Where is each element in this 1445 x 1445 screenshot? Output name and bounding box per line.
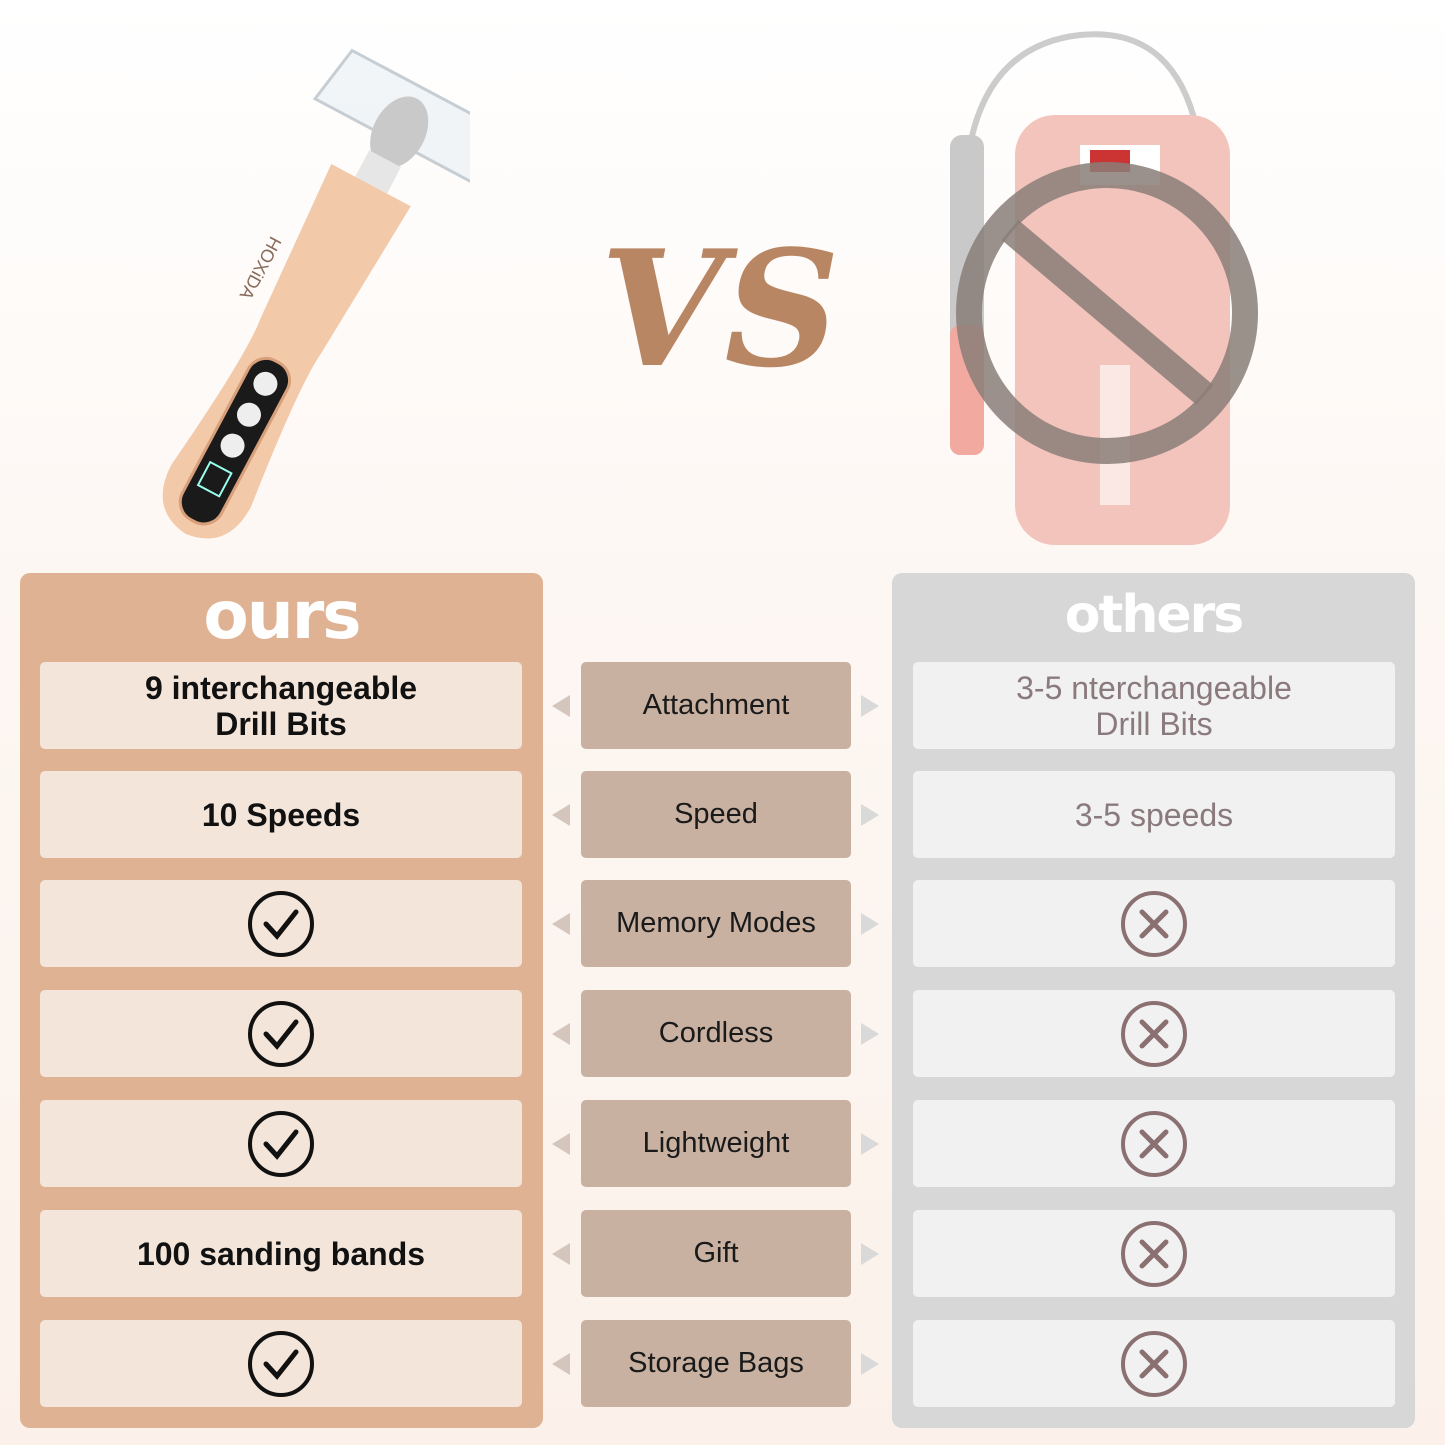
check-circle-icon (246, 889, 316, 959)
feature-label: Speed (581, 771, 851, 858)
arrow-left-icon (552, 1243, 570, 1265)
arrow-right-icon (861, 1023, 879, 1045)
others-cell (913, 990, 1395, 1077)
others-cell (913, 1100, 1395, 1187)
arrow-left-icon (552, 804, 570, 826)
feature-label: Lightweight (581, 1100, 851, 1187)
arrow-left-icon (552, 1133, 570, 1155)
prohibited-icon (956, 162, 1258, 464)
ours-title: ours (203, 577, 361, 654)
vs-label: VS (600, 215, 840, 403)
ours-cell (40, 1100, 522, 1187)
arrow-right-icon (861, 1243, 879, 1265)
others-cell (913, 880, 1395, 967)
ours-cell (40, 880, 522, 967)
ours-cell: 9 interchangeable Drill Bits (40, 662, 522, 749)
others-cell (913, 1320, 1395, 1407)
ours-cell (40, 990, 522, 1077)
others-cell: 3-5 nterchangeable Drill Bits (913, 662, 1395, 749)
others-cell: 3-5 speeds (913, 771, 1395, 858)
feature-label: Storage Bags (581, 1320, 851, 1407)
ours-cell: 10 Speeds (40, 771, 522, 858)
check-circle-icon (246, 1109, 316, 1179)
check-circle-icon (246, 1329, 316, 1399)
x-circle-icon (1119, 1219, 1189, 1289)
feature-label: Memory Modes (581, 880, 851, 967)
arrow-right-icon (861, 804, 879, 826)
ours-text: Drill Bits (215, 705, 347, 742)
x-circle-icon (1119, 1329, 1189, 1399)
ours-text: 100 sanding bands (136, 1235, 426, 1272)
x-circle-icon (1119, 999, 1189, 1069)
ours-cell (40, 1320, 522, 1407)
arrow-right-icon (861, 695, 879, 717)
feature-label: Attachment (581, 662, 851, 749)
arrow-right-icon (861, 913, 879, 935)
ours-cell: 100 sanding bands (40, 1210, 522, 1297)
x-circle-icon (1119, 1109, 1189, 1179)
arrow-right-icon (861, 1133, 879, 1155)
arrow-left-icon (552, 695, 570, 717)
check-circle-icon (246, 999, 316, 1069)
others-title: others (1064, 585, 1244, 645)
others-text: 3-5 nterchangeable (1016, 669, 1292, 706)
others-product-image (950, 31, 1258, 545)
arrow-left-icon (552, 913, 570, 935)
feature-label: Cordless (581, 990, 851, 1077)
arrow-left-icon (552, 1353, 570, 1375)
vs-graphic: VS (600, 215, 840, 403)
feature-label: Gift (581, 1210, 851, 1297)
arrow-right-icon (861, 1353, 879, 1375)
ours-text: 9 interchangeable (144, 669, 418, 706)
others-cell (913, 1210, 1395, 1297)
others-text: 3-5 speeds (1074, 796, 1234, 833)
arrow-left-icon (552, 1023, 570, 1045)
ours-text: 10 Speeds (201, 796, 361, 833)
ours-product-image: HOXiDA (162, 48, 470, 539)
x-circle-icon (1119, 889, 1189, 959)
others-text: Drill Bits (1095, 705, 1213, 742)
